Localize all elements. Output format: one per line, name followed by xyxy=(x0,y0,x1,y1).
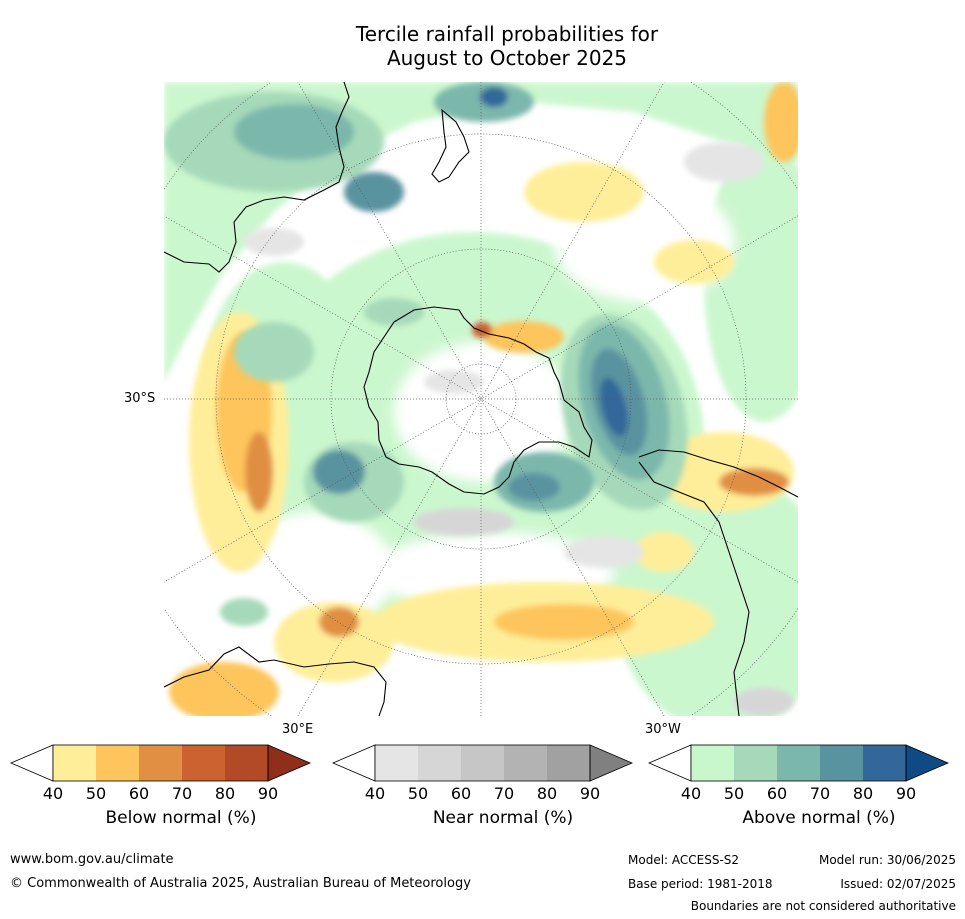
website-link[interactable]: www.bom.gov.au/climate xyxy=(10,852,174,867)
colorbar-tick-label: 40 xyxy=(42,784,64,803)
colorbar-tick-label: 40 xyxy=(364,784,386,803)
colorbar-segment xyxy=(820,745,863,781)
colorbar-low-extension xyxy=(647,744,692,782)
colorbar-segment xyxy=(691,745,734,781)
colorbar-low-extension xyxy=(9,744,54,782)
graticule xyxy=(164,82,798,716)
colorbar-segment xyxy=(504,745,547,781)
colorbar-tick-label: 50 xyxy=(407,784,429,803)
coastlines xyxy=(164,82,798,716)
colorbar-tick-label: 80 xyxy=(214,784,236,803)
model-text: Model: ACCESS-S2 xyxy=(628,853,740,867)
colorbar-tick-label: 50 xyxy=(723,784,745,803)
colorbar-segment xyxy=(53,745,96,781)
new-zealand-coast xyxy=(431,108,470,183)
south-america-coast xyxy=(638,449,798,716)
title-line-2: August to October 2025 xyxy=(386,46,628,70)
colorbar-near-normal xyxy=(331,744,676,786)
probability-map xyxy=(164,82,798,716)
australia-coast xyxy=(164,82,350,273)
copyright-text: © Commonwealth of Australia 2025, Austra… xyxy=(10,876,471,891)
colorbar-segment xyxy=(225,745,268,781)
lat-label-30s: 30°S xyxy=(124,391,156,406)
colorbar-above-normal xyxy=(647,744,965,786)
colorbar-label: Below normal (%) xyxy=(105,808,257,828)
above-normal-strong-region xyxy=(164,82,688,626)
colorbar-tick-label: 80 xyxy=(852,784,874,803)
colorbar-tick-label: 80 xyxy=(536,784,558,803)
colorbar-segment xyxy=(777,745,820,781)
colorbar-segment xyxy=(863,745,906,781)
colorbar-segment xyxy=(547,745,590,781)
colorbar-below-normal xyxy=(9,744,354,786)
near-normal-region xyxy=(244,142,794,716)
colorbar-segment xyxy=(375,745,418,781)
colorbar-tick-label: 60 xyxy=(766,784,788,803)
lon-label-30w: 30°W xyxy=(645,722,681,737)
colorbar-high-extension xyxy=(589,744,634,782)
antarctica-coast xyxy=(363,306,593,495)
colorbar-segment xyxy=(139,745,182,781)
colorbar-segment xyxy=(734,745,777,781)
colorbar-high-extension xyxy=(267,744,312,782)
colorbar-high-extension xyxy=(905,744,950,782)
base-period-text: Base period: 1981-2018 xyxy=(628,877,773,891)
map-canvas xyxy=(164,82,798,716)
colorbar-tick-label: 60 xyxy=(128,784,150,803)
colorbar-tick-label: 90 xyxy=(257,784,279,803)
colorbar-tick-label: 60 xyxy=(450,784,472,803)
colorbar-label: Near normal (%) xyxy=(432,808,574,828)
disclaimer-text: Boundaries are not considered authoritat… xyxy=(690,899,956,913)
colorbar-tick-label: 90 xyxy=(895,784,917,803)
colorbar-segment xyxy=(418,745,461,781)
colorbar-low-extension xyxy=(331,744,376,782)
title-line-1: Tercile rainfall probabilities for xyxy=(355,22,659,46)
issued-text: Issued: 02/07/2025 xyxy=(840,877,956,891)
map-title: Tercile rainfall probabilities for Augus… xyxy=(300,22,714,70)
colorbar-tick-label: 50 xyxy=(85,784,107,803)
colorbar-tick-label: 90 xyxy=(579,784,601,803)
model-run-text: Model run: 30/06/2025 xyxy=(818,853,956,867)
colorbar-tick-label: 40 xyxy=(680,784,702,803)
colorbar-segment xyxy=(461,745,504,781)
colorbar-tick-label: 70 xyxy=(493,784,515,803)
lon-label-30e: 30°E xyxy=(282,722,314,737)
colorbar-tick-label: 70 xyxy=(171,784,193,803)
africa-coast xyxy=(164,646,387,716)
colorbar-tick-label: 70 xyxy=(809,784,831,803)
colorbar-segment xyxy=(96,745,139,781)
colorbar-label: Above normal (%) xyxy=(742,808,896,828)
colorbar-segment xyxy=(182,745,225,781)
